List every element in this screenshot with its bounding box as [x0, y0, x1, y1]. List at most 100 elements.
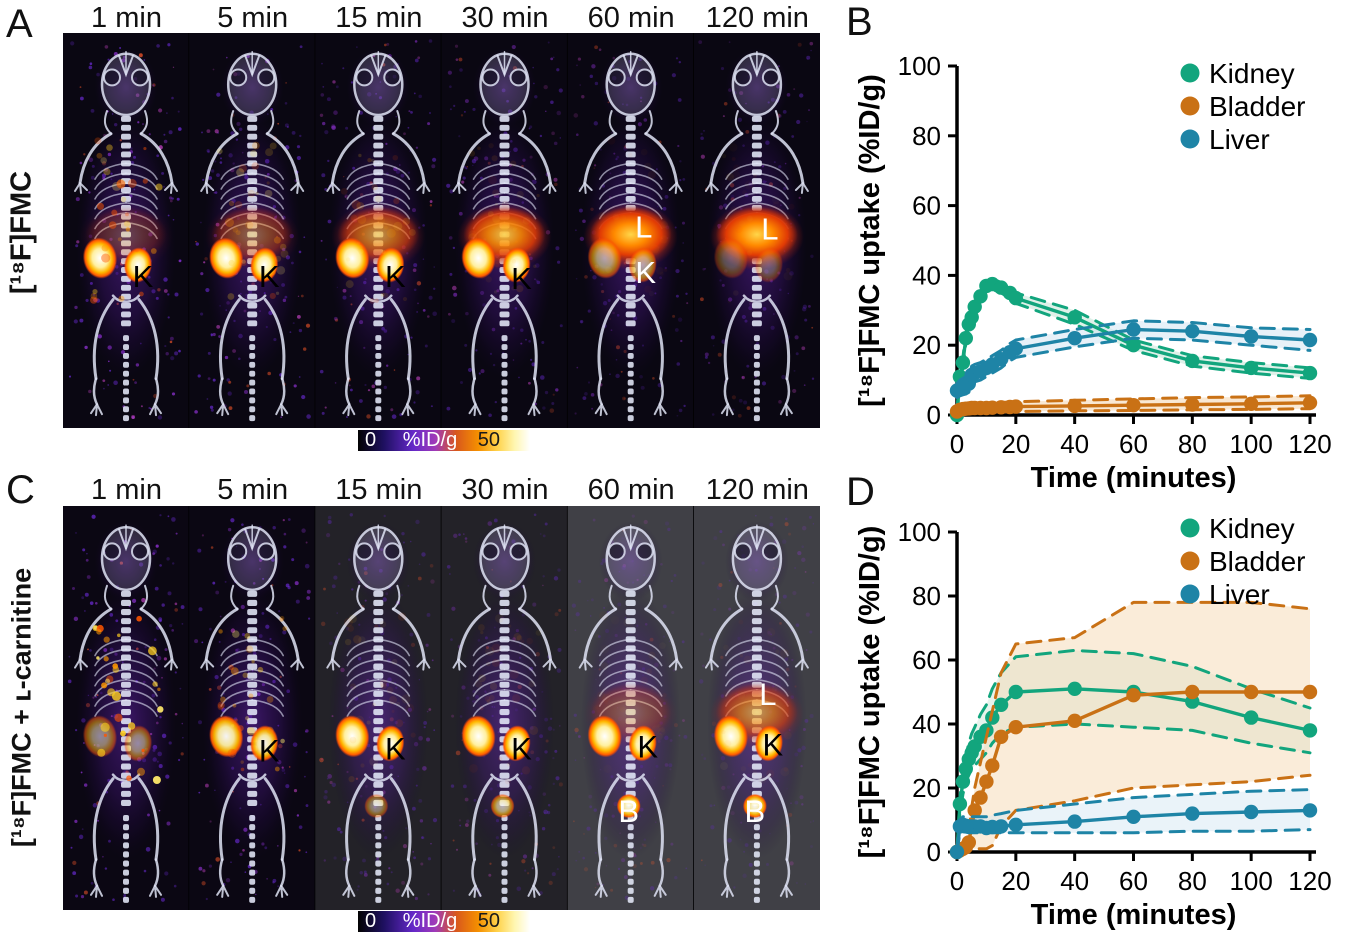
- organ-label-L: L: [761, 212, 778, 247]
- x-tick-label: 40: [1060, 429, 1089, 459]
- colorbar-unit-label: %ID/g: [402, 910, 458, 932]
- marker-liver: [1067, 331, 1082, 346]
- pet-mouse-frame: K: [189, 506, 317, 910]
- marker-bladder: [1126, 398, 1141, 413]
- marker-kidney: [955, 774, 971, 789]
- organ-label-K: K: [511, 261, 532, 296]
- marker-liver: [1126, 809, 1141, 824]
- row-label-tracer-carnitine: [¹⁸F]FMC + ʟ-carnitine: [6, 567, 37, 848]
- x-tick-label: 40: [1060, 866, 1089, 896]
- kidney-left-glow: [335, 715, 370, 758]
- marker-bladder: [1244, 684, 1259, 700]
- kidney-right-glow: [502, 247, 531, 283]
- organ-label-K: K: [637, 729, 658, 764]
- kidney-left-glow: [461, 715, 496, 758]
- marker-bladder: [967, 803, 982, 818]
- pet-mouse-frame: L: [693, 33, 820, 428]
- organ-label-K: K: [259, 259, 280, 294]
- marker-liver: [1302, 803, 1318, 818]
- x-tick-label: 120: [1288, 429, 1331, 459]
- kidney-right-glow: [250, 725, 279, 762]
- marker-bladder: [1302, 395, 1318, 410]
- legend-label-kidney: Kidney: [1209, 58, 1295, 89]
- bladder-glow: [364, 793, 389, 819]
- kidney-right-glow: [754, 247, 783, 283]
- organ-label-L: L: [635, 210, 652, 245]
- marker-bladder: [985, 758, 1000, 773]
- marker-bladder: [1185, 684, 1200, 700]
- colorbar-max-label: 50: [477, 910, 500, 932]
- kidney-right-glow: [376, 725, 405, 762]
- chart-panel-b: 0 20 40 60 80 100 0 20 40 60 80 100 120 Time (minutes…: [854, 51, 1332, 494]
- marker-kidney: [1302, 365, 1318, 381]
- pet-mouse-frame: K: [441, 506, 569, 910]
- time-label: 15 min: [335, 474, 423, 506]
- x-tick-label: 0: [950, 866, 964, 896]
- time-label: 60 min: [587, 2, 675, 34]
- y-tick-label: 20: [912, 330, 941, 360]
- marker-liver: [1244, 804, 1259, 820]
- marker-liver: [1008, 817, 1023, 832]
- time-label: 30 min: [461, 474, 549, 506]
- x-tick-label: 60: [1119, 429, 1148, 459]
- mouse-skeleton: [326, 524, 431, 898]
- x-tick-label: 100: [1229, 429, 1272, 459]
- intensity-colorbar-a: 0 %ID/g 50: [358, 429, 530, 451]
- marker-liver: [993, 819, 1009, 834]
- marker-bladder: [1302, 684, 1318, 700]
- y-tick-label: 80: [912, 581, 941, 611]
- marker-bladder: [1126, 688, 1141, 703]
- y-tick-label: 60: [912, 645, 941, 675]
- time-label: 30 min: [461, 2, 549, 34]
- y-tick-label: 0: [927, 837, 941, 867]
- panel-letter-a: A: [6, 2, 33, 46]
- x-tick-label: 100: [1229, 866, 1272, 896]
- organ-label-K: K: [259, 733, 280, 768]
- organ-label-B: B: [618, 794, 639, 829]
- x-axis-title: Time (minutes): [1031, 899, 1237, 931]
- kidney-left-glow: [335, 237, 370, 279]
- legend-swatch-kidney: [1180, 518, 1200, 538]
- bladder-glow: [616, 793, 641, 819]
- marker-bladder: [1008, 399, 1023, 414]
- marker-liver: [1185, 324, 1200, 339]
- lower-bound-kidney: [955, 722, 1312, 854]
- pet-mouse-frame: K: [63, 33, 190, 428]
- marker-bladder: [973, 790, 988, 805]
- legend-swatch-kidney: [1180, 63, 1200, 83]
- marker-liver: [1302, 332, 1318, 348]
- marker-liver: [1008, 341, 1023, 356]
- colorbar-max-label: 50: [477, 429, 500, 451]
- marker-kidney: [955, 355, 971, 370]
- panel-letter-d: D: [846, 470, 875, 514]
- kidney-left-glow: [209, 237, 244, 279]
- legend-label-liver: Liver: [1209, 124, 1270, 155]
- time-label: 1 min: [91, 2, 162, 34]
- chart-panel-d: 0 20 40 60 80 100 0 20 40 60 80 100 120 Time (minutes…: [854, 513, 1332, 931]
- organ-label-K: K: [763, 727, 784, 762]
- marker-kidney: [1185, 353, 1200, 369]
- marker-bladder: [961, 835, 976, 850]
- legend-swatch-bladder: [1180, 96, 1200, 116]
- kidney-left-glow: [713, 715, 749, 758]
- pet-mouse-frame: K: [441, 33, 569, 428]
- pet-image-panel-c: K: [63, 506, 820, 910]
- kidney-right-glow: [376, 247, 405, 283]
- time-label: 1 min: [91, 474, 162, 506]
- pet-mouse-frame: K: [315, 506, 443, 910]
- marker-kidney: [1302, 723, 1318, 738]
- kidney-left-glow: [209, 715, 244, 758]
- marker-liver: [949, 844, 965, 860]
- mouse-skeleton: [704, 524, 809, 898]
- y-tick-label: 40: [912, 260, 941, 290]
- pet-mouse-frame: K: [189, 33, 317, 428]
- marker-kidney: [1244, 710, 1259, 725]
- kidney-left-glow: [587, 237, 622, 279]
- y-tick-label: 100: [898, 517, 941, 547]
- marker-kidney: [1126, 338, 1141, 353]
- kidney-right-glow: [123, 247, 153, 283]
- marker-kidney: [1067, 681, 1082, 696]
- organ-label-L: L: [759, 677, 776, 712]
- x-tick-label: 80: [1178, 429, 1207, 459]
- kidney-right-glow: [123, 725, 153, 762]
